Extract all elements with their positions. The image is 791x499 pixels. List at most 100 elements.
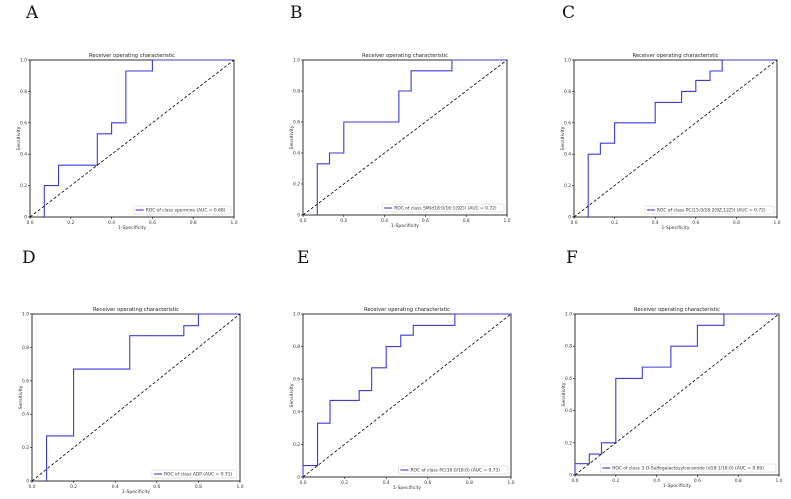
x-axis-label: 1-Specificity bbox=[391, 223, 420, 229]
legend-label: ROC of class PC(15:0/18:2(9Z,12Z)) (AUC … bbox=[657, 208, 766, 214]
x-tick-label: 0.2 bbox=[70, 484, 77, 490]
y-tick-label: 0.4 bbox=[293, 409, 300, 415]
legend-label: ROC of class SM(d18:0/16:1(9Z)) (AUC = 0… bbox=[394, 206, 497, 212]
y-tick-label: 0.8 bbox=[293, 89, 300, 95]
x-tick-label: 0.0 bbox=[300, 480, 307, 486]
y-axis-label: Sensitivity bbox=[16, 126, 22, 150]
chance-diagonal bbox=[31, 313, 241, 482]
x-tick-label: 1.0 bbox=[237, 484, 244, 490]
x-tick-label: 0.0 bbox=[300, 218, 307, 224]
x-tick-label: 0.8 bbox=[190, 220, 197, 226]
plot-title: Receiver operating characteristic bbox=[634, 307, 720, 313]
plot-title: Receiver operating characteristic bbox=[93, 307, 179, 313]
roc-curve bbox=[316, 59, 507, 215]
x-tick-label: 0.0 bbox=[571, 220, 578, 226]
x-tick-label: 0.6 bbox=[694, 478, 701, 484]
x-tick-label: 0.0 bbox=[572, 478, 579, 484]
roc-curve bbox=[46, 313, 240, 481]
y-tick-label: 0.8 bbox=[22, 345, 29, 351]
y-tick-label: 1.0 bbox=[293, 58, 300, 64]
legend-box bbox=[644, 205, 775, 215]
y-tick-label: 0.4 bbox=[293, 151, 300, 157]
y-tick-label: 0 bbox=[568, 215, 571, 221]
legend-label: ROC of class 3-O-Sulfogalactosylceramide… bbox=[612, 466, 764, 472]
y-tick-label: 0.2 bbox=[20, 183, 27, 189]
roc-svg: Receiver operating characteristic 0.0 0.2 0… bbox=[289, 307, 515, 491]
y-tick-label: 0.2 bbox=[293, 182, 300, 188]
y-tick-label: 0.4 bbox=[22, 412, 29, 418]
y-axis-label: Sensitivity bbox=[289, 383, 295, 407]
y-tick-label: 0.6 bbox=[564, 120, 571, 126]
y-tick-label: 0.4 bbox=[564, 152, 571, 158]
roc-svg: Receiver operating characteristic 0.0 0.2 0… bbox=[289, 53, 511, 229]
chance-diagonal bbox=[574, 313, 780, 476]
y-axis-label: Sensitivity bbox=[560, 126, 566, 150]
panel-letter-d: D bbox=[22, 248, 36, 268]
y-axis-label: Sensitivity bbox=[561, 382, 567, 406]
x-tick-label: 0.4 bbox=[383, 480, 390, 486]
legend-box bbox=[133, 205, 232, 215]
x-tick-label: 0.2 bbox=[341, 480, 348, 486]
panel-letter-a: A bbox=[26, 3, 39, 23]
plot-title: Receiver operating characteristic bbox=[364, 307, 450, 313]
x-axis-label: 1-Specificity bbox=[118, 225, 147, 231]
x-tick-label: 0.6 bbox=[424, 480, 431, 486]
roc-plot-d: Receiver operating characteristic 0.0 0.2 0… bbox=[18, 304, 244, 495]
roc-svg: Receiver operating characteristic 0.0 0.2 0… bbox=[560, 53, 781, 231]
plot-title: Receiver operating characteristic bbox=[89, 53, 175, 59]
panel-letter-f: F bbox=[566, 248, 578, 268]
y-tick-label: 0.6 bbox=[565, 376, 572, 382]
chance-diagonal bbox=[29, 59, 235, 218]
y-tick-label: 0 bbox=[26, 479, 29, 485]
y-tick-label: 0.6 bbox=[22, 378, 29, 384]
roc-curve bbox=[43, 59, 234, 217]
roc-svg: Receiver operating characteristic 0.0 0.2 0… bbox=[16, 53, 238, 231]
x-tick-label: 0.0 bbox=[29, 484, 36, 490]
legend-box bbox=[398, 465, 509, 475]
y-tick-label: 0.4 bbox=[20, 152, 27, 158]
y-axis-label: Sensitivity bbox=[289, 125, 295, 149]
y-tick-label: 0 bbox=[297, 213, 300, 219]
x-tick-label: 0.8 bbox=[195, 484, 202, 490]
roc-svg: Receiver operating characteristic 0.0 0.2 0… bbox=[561, 307, 783, 489]
legend-box bbox=[151, 469, 238, 479]
x-tick-label: 1.0 bbox=[776, 478, 783, 484]
roc-plot-e: Receiver operating characteristic 0.0 0.2 0… bbox=[289, 304, 515, 491]
roc-plot-b: Receiver operating characteristic 0.0 0.2 0… bbox=[289, 50, 511, 229]
x-tick-label: 0.6 bbox=[153, 484, 160, 490]
y-tick-label: 1.0 bbox=[564, 58, 571, 64]
y-tick-label: 0.8 bbox=[20, 89, 27, 95]
panel-letter-e: E bbox=[297, 248, 310, 268]
y-tick-label: 0.2 bbox=[293, 442, 300, 448]
plot-frame bbox=[573, 59, 778, 218]
x-tick-label: 0.0 bbox=[27, 220, 34, 226]
y-tick-label: 1.0 bbox=[20, 58, 27, 64]
x-tick-label: 0.8 bbox=[463, 218, 470, 224]
y-tick-label: 0.2 bbox=[22, 445, 29, 451]
x-axis-label: 1-Specificity bbox=[661, 225, 690, 231]
y-tick-label: 1.0 bbox=[22, 312, 29, 318]
roc-plot-a: Receiver operating characteristic 0.0 0.2 0… bbox=[16, 50, 238, 231]
x-tick-label: 0.8 bbox=[466, 480, 473, 486]
y-tick-label: 0.2 bbox=[565, 440, 572, 446]
x-tick-label: 1.0 bbox=[508, 480, 515, 486]
roc-curve bbox=[302, 313, 511, 477]
legend-label: ROC of class ADP (AUC = 0.71) bbox=[164, 472, 233, 478]
y-tick-label: 0.2 bbox=[564, 183, 571, 189]
x-tick-label: 0.4 bbox=[381, 218, 388, 224]
roc-svg: Receiver operating characteristic 0.0 0.2 0… bbox=[18, 307, 244, 495]
legend-box bbox=[381, 203, 505, 213]
y-tick-label: 0.6 bbox=[293, 120, 300, 126]
x-tick-label: 0.2 bbox=[67, 220, 74, 226]
panel-letter-b: B bbox=[290, 3, 303, 23]
y-tick-label: 0.8 bbox=[564, 89, 571, 95]
x-axis-label: 1-Specificity bbox=[663, 483, 692, 489]
y-axis-label: Sensitivity bbox=[18, 385, 24, 409]
x-tick-label: 1.0 bbox=[504, 218, 511, 224]
chance-diagonal bbox=[302, 313, 512, 478]
x-tick-label: 0.6 bbox=[692, 220, 699, 226]
x-tick-label: 0.4 bbox=[653, 478, 660, 484]
x-axis-label: 1-Specificity bbox=[122, 489, 151, 495]
x-tick-label: 0.6 bbox=[422, 218, 429, 224]
x-tick-label: 1.0 bbox=[231, 220, 238, 226]
